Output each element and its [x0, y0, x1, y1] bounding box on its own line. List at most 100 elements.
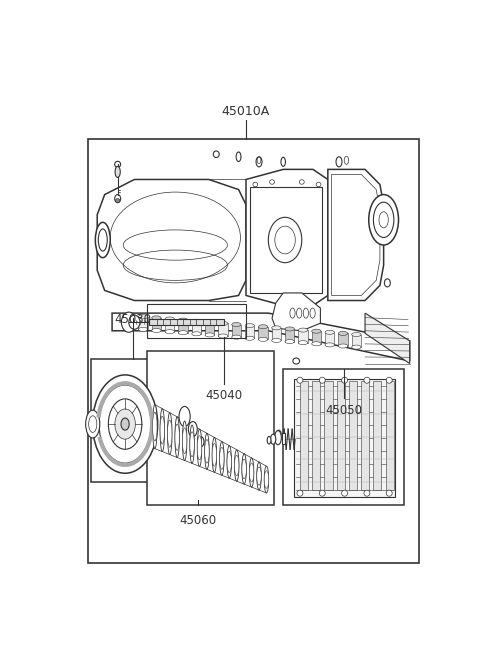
- Ellipse shape: [272, 339, 281, 343]
- Ellipse shape: [236, 152, 241, 162]
- Ellipse shape: [299, 328, 308, 332]
- Ellipse shape: [325, 343, 335, 347]
- Ellipse shape: [249, 458, 254, 487]
- Ellipse shape: [197, 436, 202, 460]
- Ellipse shape: [98, 229, 107, 251]
- Ellipse shape: [258, 337, 268, 341]
- Ellipse shape: [338, 331, 348, 335]
- Ellipse shape: [153, 405, 157, 449]
- Ellipse shape: [312, 342, 321, 346]
- Bar: [152, 318, 161, 331]
- Ellipse shape: [115, 198, 120, 202]
- Ellipse shape: [352, 333, 361, 337]
- Polygon shape: [272, 293, 321, 331]
- Ellipse shape: [160, 416, 165, 444]
- Ellipse shape: [153, 412, 157, 441]
- Ellipse shape: [188, 422, 197, 437]
- Ellipse shape: [121, 418, 129, 430]
- Bar: [294, 379, 395, 497]
- Bar: [258, 327, 268, 339]
- Polygon shape: [365, 313, 410, 364]
- Ellipse shape: [165, 317, 174, 321]
- Ellipse shape: [197, 429, 202, 466]
- Ellipse shape: [227, 451, 231, 472]
- Polygon shape: [112, 313, 410, 361]
- Ellipse shape: [285, 339, 294, 344]
- Ellipse shape: [245, 324, 254, 328]
- Ellipse shape: [364, 490, 370, 496]
- Bar: [324, 381, 333, 490]
- Ellipse shape: [242, 459, 246, 479]
- Ellipse shape: [212, 438, 216, 472]
- Ellipse shape: [257, 462, 261, 490]
- Ellipse shape: [85, 410, 100, 438]
- Ellipse shape: [99, 385, 151, 463]
- Ellipse shape: [108, 399, 142, 449]
- Text: 45060: 45060: [179, 514, 216, 527]
- Bar: [373, 381, 382, 490]
- Bar: [125, 316, 134, 328]
- Ellipse shape: [198, 437, 204, 447]
- Text: 45010A: 45010A: [222, 105, 270, 118]
- Bar: [282, 433, 285, 444]
- Ellipse shape: [373, 202, 394, 238]
- Ellipse shape: [89, 416, 97, 432]
- Polygon shape: [149, 319, 224, 325]
- Ellipse shape: [319, 377, 325, 383]
- Ellipse shape: [234, 455, 239, 476]
- Polygon shape: [246, 170, 328, 305]
- Ellipse shape: [271, 434, 276, 444]
- Ellipse shape: [342, 377, 348, 383]
- Ellipse shape: [297, 377, 303, 383]
- Bar: [349, 381, 357, 490]
- Ellipse shape: [219, 447, 224, 470]
- Bar: [385, 381, 394, 490]
- Ellipse shape: [138, 328, 148, 331]
- Bar: [338, 333, 348, 346]
- Bar: [352, 335, 361, 347]
- Ellipse shape: [272, 326, 281, 330]
- Bar: [325, 332, 335, 345]
- Bar: [205, 322, 215, 335]
- Ellipse shape: [138, 315, 148, 319]
- Ellipse shape: [182, 428, 187, 453]
- Ellipse shape: [205, 333, 215, 337]
- Ellipse shape: [168, 413, 172, 455]
- Ellipse shape: [281, 157, 286, 166]
- Text: 45030: 45030: [114, 313, 151, 326]
- Ellipse shape: [267, 436, 271, 444]
- Bar: [336, 381, 345, 490]
- Ellipse shape: [257, 467, 261, 485]
- Bar: [147, 304, 246, 339]
- Ellipse shape: [364, 377, 370, 383]
- Ellipse shape: [165, 329, 174, 333]
- Ellipse shape: [160, 409, 165, 451]
- Bar: [192, 321, 201, 334]
- Bar: [245, 326, 254, 338]
- Ellipse shape: [336, 157, 342, 167]
- Ellipse shape: [234, 450, 239, 481]
- Bar: [165, 319, 174, 331]
- Bar: [361, 381, 369, 490]
- Ellipse shape: [352, 345, 361, 349]
- Ellipse shape: [227, 445, 231, 478]
- Ellipse shape: [299, 341, 308, 345]
- Ellipse shape: [232, 335, 241, 339]
- Text: 45040: 45040: [205, 389, 242, 402]
- Bar: [283, 369, 404, 505]
- Ellipse shape: [344, 157, 348, 164]
- Bar: [147, 351, 274, 505]
- Bar: [138, 317, 148, 329]
- Ellipse shape: [268, 217, 302, 263]
- Ellipse shape: [192, 319, 201, 323]
- Ellipse shape: [218, 334, 228, 338]
- Ellipse shape: [256, 157, 262, 167]
- Bar: [272, 328, 281, 341]
- Ellipse shape: [342, 490, 348, 496]
- Ellipse shape: [192, 332, 201, 336]
- Ellipse shape: [275, 226, 295, 254]
- Text: 45050: 45050: [325, 404, 362, 417]
- Ellipse shape: [242, 454, 246, 484]
- Ellipse shape: [121, 312, 136, 332]
- Ellipse shape: [179, 318, 188, 322]
